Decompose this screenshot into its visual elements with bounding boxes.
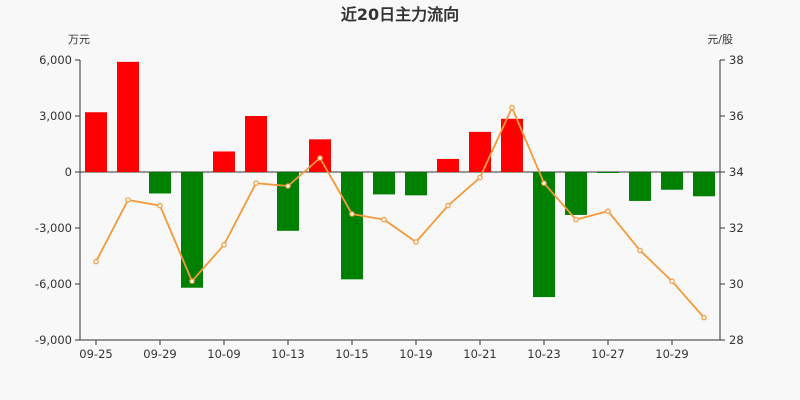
- right-tick-label: 28: [729, 333, 744, 347]
- right-tick-label: 34: [729, 165, 744, 179]
- price-point[interactable]: [221, 242, 227, 248]
- flow-bar[interactable]: [277, 172, 299, 231]
- flow-bar[interactable]: [405, 172, 427, 196]
- left-unit-label: 万元: [68, 33, 90, 46]
- price-point[interactable]: [445, 202, 451, 209]
- x-tick-label: 10-29: [655, 347, 688, 361]
- right-tick-label: 36: [729, 109, 744, 123]
- left-tick-label: -3,000: [35, 221, 72, 235]
- x-tick-label: 10-15: [335, 347, 368, 361]
- x-tick-label: 10-09: [207, 347, 240, 361]
- price-point[interactable]: [541, 180, 547, 187]
- left-tick-label: -9,000: [35, 333, 72, 347]
- flow-bar[interactable]: [693, 172, 715, 197]
- x-tick-label: 10-27: [591, 347, 624, 361]
- price-point[interactable]: [573, 216, 579, 223]
- price-point[interactable]: [189, 278, 195, 285]
- price-point[interactable]: [381, 216, 387, 223]
- left-tick-label: 0: [65, 165, 72, 179]
- flow-bar[interactable]: [181, 172, 203, 288]
- x-tick-label: 09-29: [143, 347, 176, 361]
- flow-bar[interactable]: [245, 116, 267, 172]
- price-point[interactable]: [285, 183, 291, 189]
- left-tick-label: 6,000: [39, 53, 72, 67]
- flow-bar[interactable]: [437, 158, 459, 172]
- left-axis-ticks: 6,000 3,000 0 -3,000 -6,000 -9,000: [35, 53, 80, 347]
- flow-bar[interactable]: [597, 172, 619, 173]
- right-axis-ticks: 38 36 34 32 30 28: [720, 53, 744, 347]
- x-tick-label: 10-21: [463, 347, 496, 361]
- flow-bar[interactable]: [341, 172, 363, 280]
- x-tick-label: 10-23: [527, 347, 560, 361]
- price-point[interactable]: [157, 202, 163, 209]
- price-point[interactable]: [509, 104, 515, 111]
- price-point[interactable]: [253, 180, 259, 187]
- price-point[interactable]: [477, 174, 483, 181]
- price-point[interactable]: [125, 197, 131, 203]
- price-point[interactable]: [669, 278, 675, 285]
- left-tick-label: 3,000: [39, 109, 72, 123]
- price-point[interactable]: [317, 155, 323, 161]
- price-line-series: [93, 104, 707, 321]
- flow-bar[interactable]: [117, 61, 139, 172]
- price-point[interactable]: [349, 211, 355, 217]
- price-point[interactable]: [605, 208, 611, 215]
- flow-bar[interactable]: [85, 112, 107, 172]
- price-point[interactable]: [701, 314, 707, 321]
- flow-bar[interactable]: [469, 131, 491, 172]
- flow-bar[interactable]: [373, 172, 395, 195]
- flow-bar[interactable]: [533, 172, 555, 298]
- x-tick-label: 10-19: [399, 347, 432, 361]
- right-tick-label: 38: [729, 53, 744, 67]
- flow-bar[interactable]: [629, 172, 651, 201]
- price-point[interactable]: [413, 239, 419, 245]
- x-tick-label: 09-25: [79, 347, 112, 361]
- price-point[interactable]: [637, 247, 643, 254]
- flow-bar[interactable]: [149, 172, 171, 194]
- chart-title: 近20日主力流向: [341, 5, 459, 24]
- price-line: [95, 105, 705, 319]
- flow-bar[interactable]: [661, 172, 683, 190]
- left-tick-label: -6,000: [35, 277, 72, 291]
- right-unit-label: 元/股: [707, 33, 733, 46]
- price-point[interactable]: [93, 258, 99, 265]
- right-tick-label: 30: [729, 277, 744, 291]
- bar-series: [85, 61, 715, 298]
- flow-bar[interactable]: [213, 151, 235, 172]
- right-tick-label: 32: [729, 221, 744, 235]
- flow-bar[interactable]: [501, 118, 523, 172]
- flow-bar[interactable]: [565, 172, 587, 215]
- x-tick-label: 10-13: [271, 347, 304, 361]
- x-axis-ticks: 09-25 09-29 10-09 10-13 10-15 10-19 10-21 10-23…: [79, 340, 689, 361]
- axes: [79, 60, 721, 341]
